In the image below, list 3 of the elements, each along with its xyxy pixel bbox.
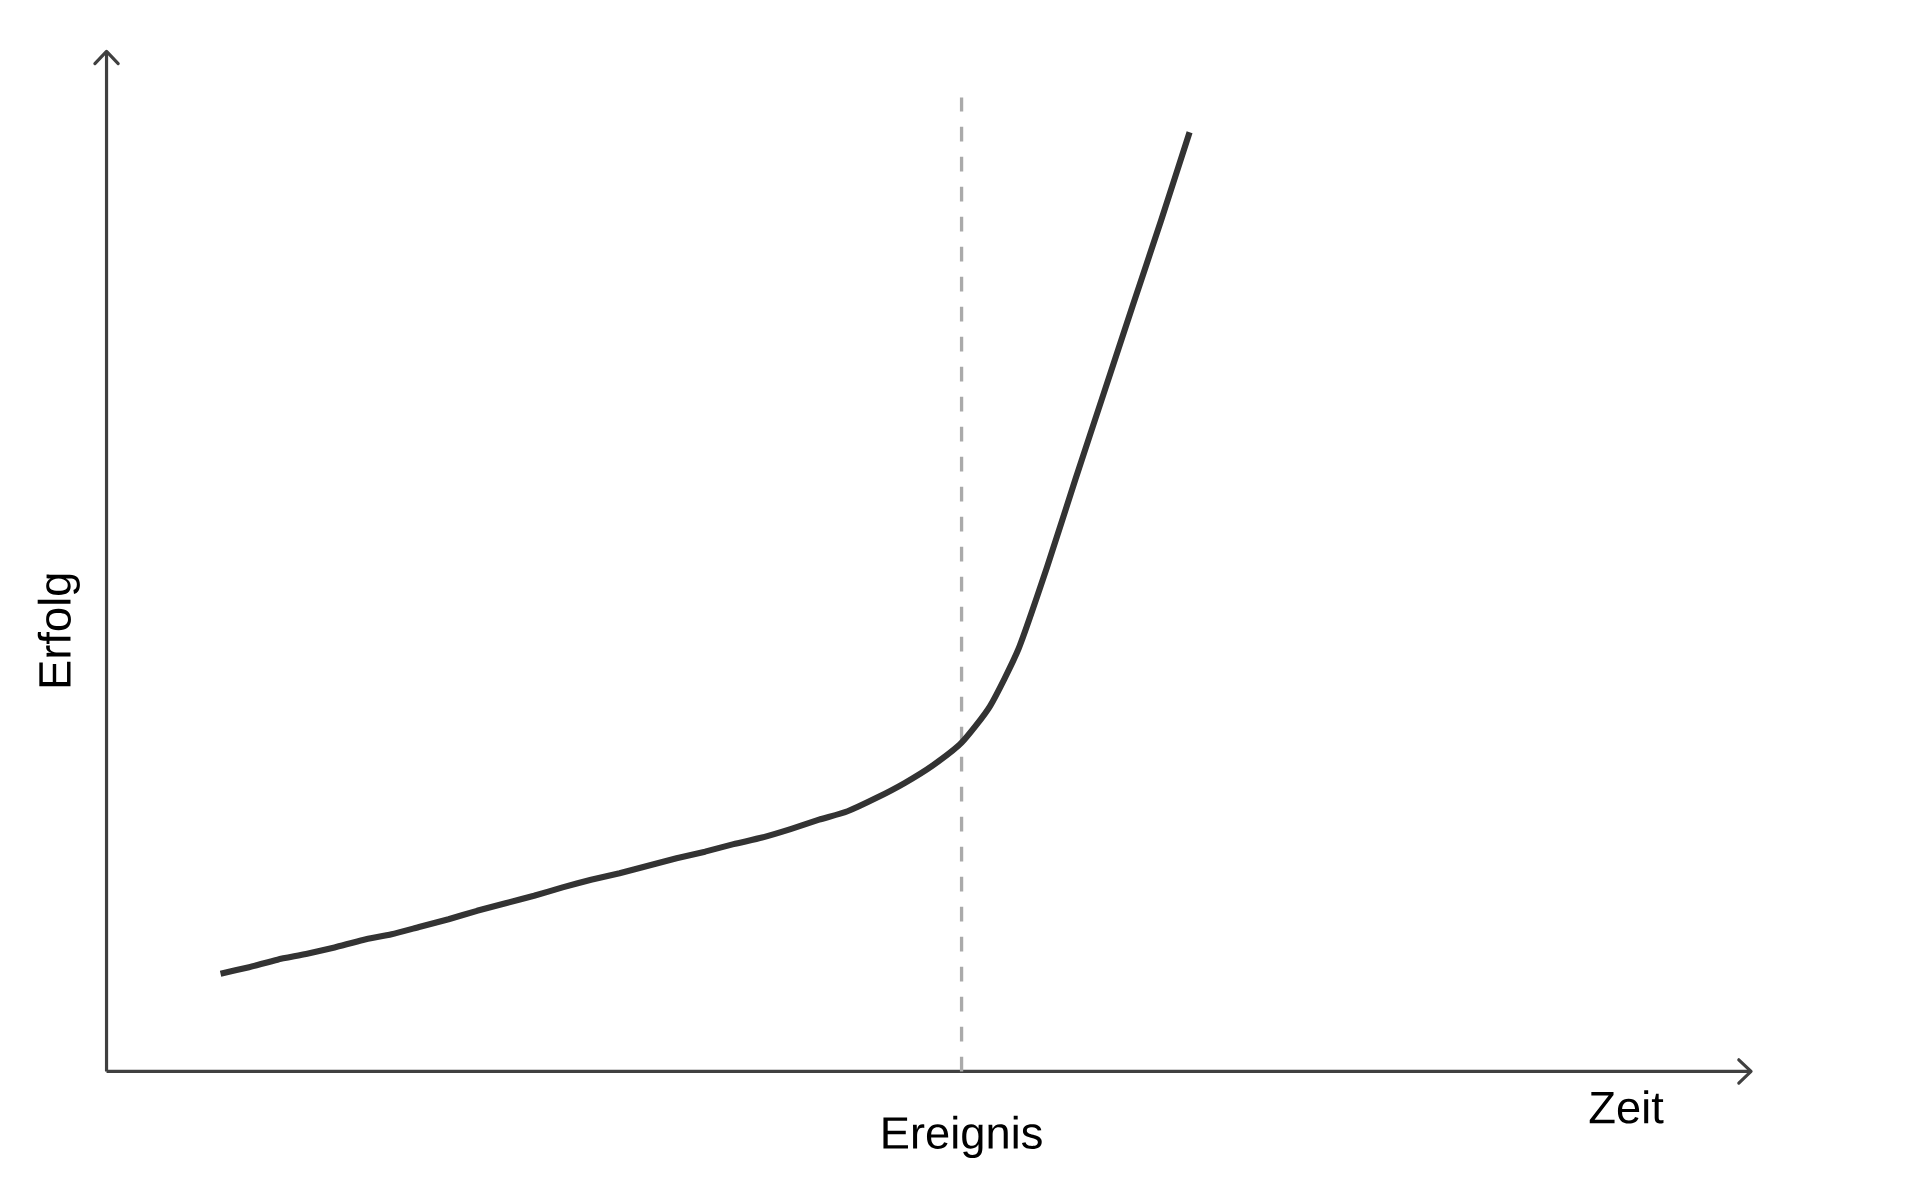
y-axis-title: Erfolg xyxy=(37,574,80,687)
text: Ereignis xyxy=(883,1115,1042,1159)
x-axis-title: Zeit xyxy=(1589,1090,1664,1124)
